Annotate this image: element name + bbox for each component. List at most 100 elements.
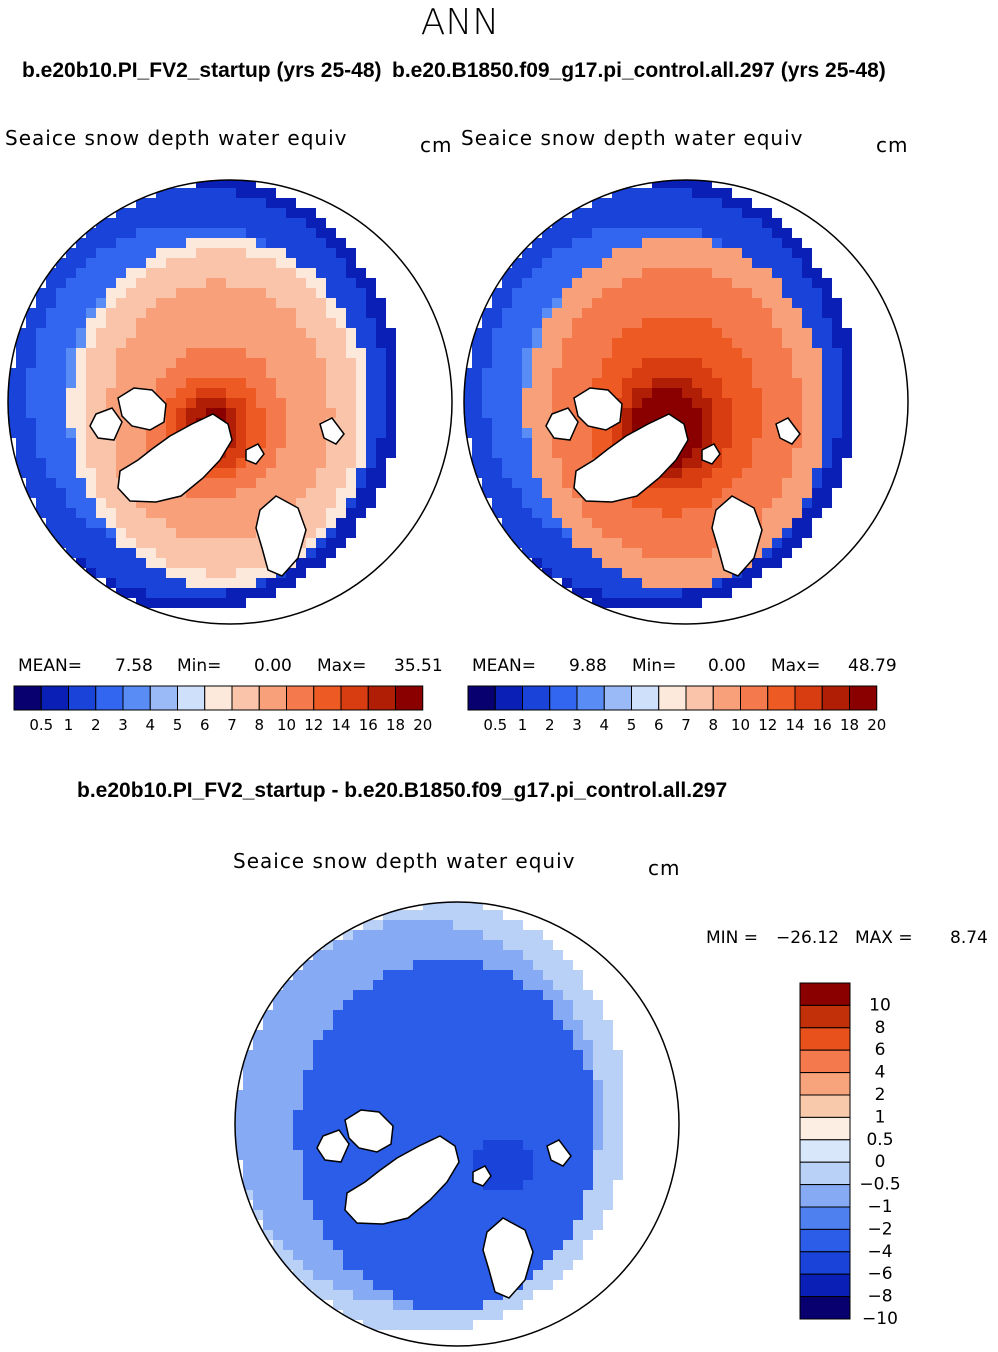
panel2-grid-cell (672, 198, 682, 208)
panel1-grid-cell (136, 548, 146, 558)
panel3-grid-cell (423, 940, 433, 950)
panel2-grid-cell (632, 398, 642, 408)
panel2-grid-cell (502, 328, 512, 338)
panel1-grid-cell (206, 318, 216, 328)
panel1-grid-cell (276, 478, 286, 488)
panel2-grid-cell (642, 388, 652, 398)
panel1-grid-cell (116, 438, 126, 448)
panel1-grid-cell (176, 288, 186, 298)
panel3-grid-cell (473, 1210, 483, 1220)
panel3-grid-cell (333, 970, 343, 980)
panel1-grid-cell (46, 288, 56, 298)
panel1-grid-cell (66, 518, 76, 528)
panel2-grid-cell (522, 308, 532, 318)
panel1-grid-cell (216, 568, 226, 578)
panel2-grid-cell (762, 278, 772, 288)
panel2-grid-cell (582, 498, 592, 508)
panel2-grid-cell (512, 418, 522, 428)
panel2-grid-cell (742, 488, 752, 498)
panel2-grid-cell (672, 258, 682, 268)
panel3-grid-cell (523, 970, 533, 980)
panel3-grid-cell (603, 1070, 613, 1080)
panel3-grid-cell (543, 1000, 553, 1010)
panel2-grid-cell (592, 498, 602, 508)
panel2-grid-cell (592, 358, 602, 368)
panel3-grid-cell (563, 1240, 573, 1250)
panel1-grid-cell (176, 268, 186, 278)
panel1-grid-cell (356, 268, 366, 278)
panel1-grid-cell (166, 578, 176, 588)
panel2-grid-cell (682, 548, 692, 558)
panel1-grid-cell (106, 328, 116, 338)
panel2-grid-cell (692, 298, 702, 308)
panel1-grid-cell (16, 428, 26, 438)
panel2-grid-cell (522, 448, 532, 458)
panel2-grid-cell (582, 318, 592, 328)
panel1-grid-cell (286, 568, 296, 578)
panel2-grid-cell (602, 498, 612, 508)
panel1-grid-cell (146, 358, 156, 368)
panel2-grid-cell (782, 518, 792, 528)
panel2-grid-cell (502, 338, 512, 348)
panel3-grid-cell (563, 1050, 573, 1060)
panel2-grid-cell (792, 518, 802, 528)
panel3-grid-cell (323, 1220, 333, 1230)
panel1-grid-cell (126, 328, 136, 338)
panel2-grid-cell (672, 308, 682, 318)
panel1-grid-cell (246, 198, 256, 208)
panel3-grid-cell (413, 1000, 423, 1010)
panel1-grid-cell (136, 448, 146, 458)
panel2-grid-cell (692, 180, 702, 188)
panel2-grid-cell (612, 358, 622, 368)
panel3-grid-cell (543, 1030, 553, 1040)
panel3-grid-cell (473, 1090, 483, 1100)
panel2-grid-cell (742, 458, 752, 468)
panel2-grid-cell (782, 358, 792, 368)
panel1-grid-cell (66, 348, 76, 358)
panel3-grid-cell (383, 980, 393, 990)
panel1-grid-cell (256, 338, 266, 348)
panel3-grid-cell (413, 1130, 423, 1140)
panel2-grid-cell (652, 368, 662, 378)
panel1-grid-cell (96, 348, 106, 358)
panel3-grid-cell (243, 1140, 253, 1150)
panel1-grid-cell (226, 298, 236, 308)
panel3-grid-cell (333, 960, 343, 970)
panel2-grid-cell (772, 248, 782, 258)
panel2-grid-cell (742, 348, 752, 358)
panel1-grid-cell (66, 298, 76, 308)
panel2-grid-cell (532, 398, 542, 408)
panel3-grid-cell (273, 1150, 283, 1160)
panel2-grid-cell (482, 408, 492, 418)
panel3-grid-cell (403, 990, 413, 1000)
panel1-grid-cell (186, 268, 196, 278)
panel1-grid-cell (186, 498, 196, 508)
panel3-grid-cell (443, 1210, 453, 1220)
panel1-grid-cell (96, 308, 106, 318)
panel3-grid-cell (363, 940, 373, 950)
panel1-grid-cell (236, 468, 246, 478)
panel3-grid-cell (443, 1180, 453, 1190)
panel2-grid-cell (622, 258, 632, 268)
panel1-grid-cell (136, 218, 146, 228)
panel3-grid-cell (283, 1020, 293, 1030)
panel2-grid-cell (712, 468, 722, 478)
panel3-colorbar-swatch (799, 1273, 851, 1298)
panel3-grid-cell (403, 1030, 413, 1040)
panel2-grid-cell (722, 568, 732, 578)
panel2-grid-cell (752, 398, 762, 408)
panel1-grid-cell (316, 228, 326, 238)
panel3-grid-cell (363, 1290, 373, 1300)
panel2-grid-cell (712, 318, 722, 328)
panel1-grid-cell (76, 468, 86, 478)
panel1-grid-cell (306, 528, 316, 538)
panel2-grid-cell (722, 488, 732, 498)
panel3-grid-cell (253, 1160, 263, 1170)
panel2-grid-cell (712, 578, 722, 588)
panel2-grid-cell (802, 348, 812, 358)
panel3-grid-cell (493, 980, 503, 990)
panel2-grid-cell (712, 188, 722, 198)
panel3-grid-cell (513, 1160, 523, 1170)
panel1-grid-cell (76, 558, 86, 568)
panel1-grid-cell (226, 348, 236, 358)
